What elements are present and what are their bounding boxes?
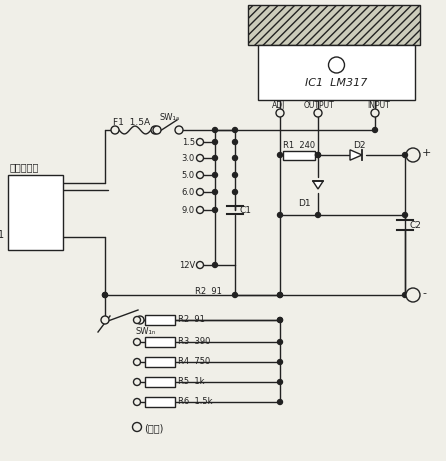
Text: C1: C1 xyxy=(240,206,252,214)
Circle shape xyxy=(402,292,408,297)
Text: IC1  LM317: IC1 LM317 xyxy=(306,78,368,88)
Circle shape xyxy=(277,339,282,344)
Circle shape xyxy=(329,57,344,73)
Circle shape xyxy=(371,109,379,117)
Bar xyxy=(8,175,63,250)
Circle shape xyxy=(197,138,203,146)
Circle shape xyxy=(402,213,408,218)
Circle shape xyxy=(232,140,238,144)
Circle shape xyxy=(197,171,203,178)
Circle shape xyxy=(212,189,218,195)
Circle shape xyxy=(197,154,203,161)
Bar xyxy=(145,377,175,387)
Circle shape xyxy=(103,292,107,297)
Text: P1: P1 xyxy=(0,230,4,240)
Circle shape xyxy=(151,126,159,134)
Circle shape xyxy=(406,288,420,302)
Circle shape xyxy=(136,316,144,324)
Circle shape xyxy=(133,338,140,345)
Bar xyxy=(145,315,175,325)
Circle shape xyxy=(175,126,183,134)
Bar xyxy=(145,397,175,407)
Circle shape xyxy=(232,292,238,297)
Circle shape xyxy=(232,128,238,132)
Text: SW₁ₙ: SW₁ₙ xyxy=(135,327,155,337)
Text: (空脉): (空脉) xyxy=(144,423,163,433)
Circle shape xyxy=(277,400,282,404)
Circle shape xyxy=(103,292,107,297)
Text: D2: D2 xyxy=(353,141,366,149)
Circle shape xyxy=(372,128,377,132)
Circle shape xyxy=(212,140,218,144)
Text: 9.0: 9.0 xyxy=(182,206,195,214)
Circle shape xyxy=(212,155,218,160)
Circle shape xyxy=(133,317,140,324)
Text: R6  1.5k: R6 1.5k xyxy=(178,397,212,407)
Text: R3  390: R3 390 xyxy=(178,337,211,347)
Text: INPUT: INPUT xyxy=(367,100,390,110)
Circle shape xyxy=(314,109,322,117)
Circle shape xyxy=(212,172,218,177)
Text: 5.0: 5.0 xyxy=(182,171,195,179)
Circle shape xyxy=(212,128,218,132)
Text: D1: D1 xyxy=(298,199,310,207)
Text: -: - xyxy=(422,288,426,298)
Circle shape xyxy=(276,109,284,117)
Text: ADJ: ADJ xyxy=(272,100,285,110)
Circle shape xyxy=(101,316,109,324)
Circle shape xyxy=(406,148,420,162)
Circle shape xyxy=(111,126,119,134)
Text: R5  1k: R5 1k xyxy=(178,378,205,386)
Circle shape xyxy=(153,126,161,134)
Text: SW₁ₐ: SW₁ₐ xyxy=(159,112,179,122)
Bar xyxy=(145,357,175,367)
Text: R2  91: R2 91 xyxy=(178,315,205,325)
Bar xyxy=(283,150,315,160)
Circle shape xyxy=(197,261,203,268)
Text: 点烟器插头: 点烟器插头 xyxy=(10,162,39,172)
Text: R4  750: R4 750 xyxy=(178,357,210,366)
Circle shape xyxy=(132,422,141,431)
Circle shape xyxy=(133,359,140,366)
Circle shape xyxy=(232,172,238,177)
Circle shape xyxy=(277,318,282,323)
Circle shape xyxy=(277,379,282,384)
Circle shape xyxy=(277,153,282,158)
Circle shape xyxy=(315,213,321,218)
Circle shape xyxy=(277,292,282,297)
Circle shape xyxy=(315,153,321,158)
Text: F1  1.5A: F1 1.5A xyxy=(113,118,150,126)
Polygon shape xyxy=(350,150,362,160)
Circle shape xyxy=(402,153,408,158)
Text: OUTPUT: OUTPUT xyxy=(304,100,335,110)
Circle shape xyxy=(315,153,321,158)
Circle shape xyxy=(133,378,140,385)
Bar xyxy=(258,45,415,100)
Circle shape xyxy=(212,262,218,267)
Text: C2: C2 xyxy=(410,220,422,230)
Bar xyxy=(145,337,175,347)
Circle shape xyxy=(277,318,282,323)
Circle shape xyxy=(212,207,218,213)
Text: 1.5: 1.5 xyxy=(182,137,195,147)
Text: 3.0: 3.0 xyxy=(182,154,195,162)
Circle shape xyxy=(133,398,140,406)
Bar xyxy=(248,5,420,45)
Circle shape xyxy=(277,292,282,297)
Circle shape xyxy=(277,213,282,218)
Text: 12V: 12V xyxy=(179,260,195,270)
Polygon shape xyxy=(313,181,323,189)
Circle shape xyxy=(232,189,238,195)
Circle shape xyxy=(277,360,282,365)
Text: +: + xyxy=(422,148,431,158)
Text: 6.0: 6.0 xyxy=(182,188,195,196)
Text: R2  91: R2 91 xyxy=(195,288,222,296)
Circle shape xyxy=(232,155,238,160)
Circle shape xyxy=(197,207,203,213)
Text: R1  240: R1 240 xyxy=(283,141,315,149)
Circle shape xyxy=(197,189,203,195)
